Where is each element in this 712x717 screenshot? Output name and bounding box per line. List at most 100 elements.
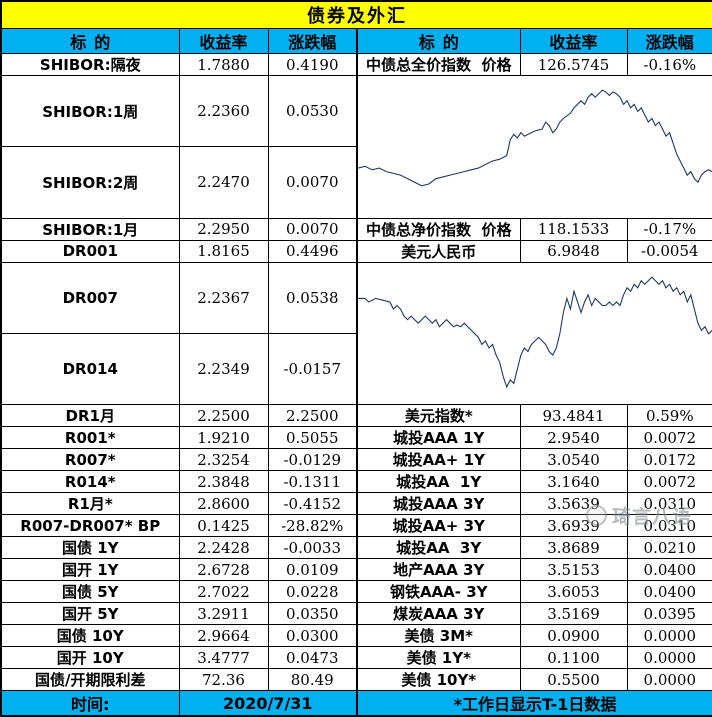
- cell-label: SHIBOR:1月: [0, 217, 180, 241]
- table-row: 国债 5Y 2.7022 0.0228 钢铁AAA- 3Y 3.6053 0.0400: [0, 580, 712, 604]
- cell-yield: 3.0540: [519, 448, 628, 472]
- cell-label: 国债/开期限利差: [0, 668, 180, 692]
- cell-change: 0.4496: [267, 239, 358, 263]
- page-title: 债券及外汇: [0, 0, 712, 29]
- cell-change: -0.0157: [267, 332, 358, 406]
- cell-label: 中债总净价指数 价格: [356, 217, 521, 241]
- cell-change: -0.0129: [267, 448, 358, 472]
- cell-change: 0.0400: [626, 558, 712, 582]
- cell-yield: 0.5500: [519, 668, 628, 692]
- cell-label: 钢铁AAA- 3Y: [356, 580, 521, 604]
- cell-yield: 3.5639: [519, 492, 628, 516]
- cell-label: SHIBOR:隔夜: [0, 53, 180, 76]
- cell-label: 城投AA+ 1Y: [356, 448, 521, 472]
- cell-change: 0.5055: [267, 426, 358, 450]
- cell-label: 国债 5Y: [0, 580, 180, 604]
- cell-yield: 2.2349: [178, 332, 269, 406]
- table-row: 国债/开期限利差 72.36 80.49 美债 10Y* 0.5500 0.0000: [0, 668, 712, 692]
- cell-label: 煤炭AAA 3Y: [356, 602, 521, 626]
- table-row: SHIBOR:1周 2.2360 0.0530: [0, 74, 712, 219]
- cell-yield: 2.3848: [178, 470, 269, 494]
- date-value: 2020/7/31: [178, 690, 358, 717]
- cell-change: 0.0000: [626, 668, 712, 692]
- footer-row: 时间: 2020/7/31 *工作日显示T-1日数据: [0, 690, 712, 717]
- cell-change: 0.0072: [626, 470, 712, 494]
- cell-label: 美债 1Y*: [356, 646, 521, 670]
- cell-change: -0.0054: [626, 239, 712, 263]
- cell-change: 0.0300: [267, 624, 358, 648]
- cell-yield: 2.2367: [178, 261, 269, 334]
- table-row: SHIBOR:2周 2.2470 0.0070: [0, 146, 712, 219]
- cell-yield: 2.2470: [178, 146, 269, 219]
- cell-label: 城投AA+ 3Y: [356, 514, 521, 538]
- table-row: R1月* 2.8600 -0.4152 城投AAA 3Y 3.5639 0.0310: [0, 492, 712, 516]
- cell-yield: 3.6939: [519, 514, 628, 538]
- cell-yield: 3.5169: [519, 602, 628, 626]
- cell-label: 城投AAA 3Y: [356, 492, 521, 516]
- table-row: 国开 1Y 2.6728 0.0109 地产AAA 3Y 3.5153 0.0400: [0, 558, 712, 582]
- cell-yield: 1.8165: [178, 239, 269, 263]
- cell-yield: 0.1425: [178, 514, 269, 538]
- cell-yield: 3.4777: [178, 646, 269, 670]
- cell-change: 0.0538: [267, 261, 358, 334]
- cell-label: DR007: [0, 261, 180, 334]
- cell-label: R1月*: [0, 492, 180, 516]
- cell-yield: 2.2950: [178, 217, 269, 241]
- cell-yield: 2.2428: [178, 536, 269, 560]
- cell-change: 0.0350: [267, 602, 358, 626]
- column-header-target-left: 标的: [0, 28, 180, 54]
- cell-yield: 2.9664: [178, 624, 269, 648]
- cell-label: R007*: [0, 448, 180, 472]
- cell-change: 0.0228: [267, 580, 358, 604]
- cell-yield: 2.3254: [178, 448, 269, 472]
- cell-yield: 3.6053: [519, 580, 628, 604]
- cell-label: 美元指数*: [356, 404, 521, 428]
- cell-yield: 3.8689: [519, 536, 628, 560]
- cell-change: 80.49: [267, 668, 358, 692]
- table-row: 国债 10Y 2.9664 0.0300 美债 3M* 0.0900 0.0000: [0, 624, 712, 648]
- table-row: R007* 2.3254 -0.0129 城投AA+ 1Y 3.0540 0.0172: [0, 448, 712, 472]
- cell-yield: 6.9848: [519, 239, 628, 263]
- cell-label: 国开 1Y: [0, 558, 180, 582]
- cell-label: DR001: [0, 239, 180, 263]
- cell-change: 0.0072: [626, 426, 712, 450]
- cell-yield: 3.5153: [519, 558, 628, 582]
- cell-yield: 2.2360: [178, 74, 269, 148]
- column-header-change-left: 涨跌幅: [267, 28, 358, 54]
- bond-index-trend-sparkline: [355, 75, 712, 219]
- cell-label: 中债总全价指数 价格: [356, 53, 521, 76]
- table-row: R001* 1.9210 0.5055 城投AAA 1Y 2.9540 0.0072: [0, 426, 712, 450]
- cell-yield: 3.1640: [519, 470, 628, 494]
- cell-change: 0.0000: [626, 646, 712, 670]
- table-row: 国开 5Y 3.2911 0.0350 煤炭AAA 3Y 3.5169 0.0395: [0, 602, 712, 626]
- table-row: SHIBOR:1月 2.2950 0.0070 中债总净价指数 价格 118.1533-…: [0, 217, 712, 241]
- time-label: 时间:: [0, 690, 180, 717]
- cell-label: DR014: [0, 332, 180, 406]
- table-row: DR014 2.2349 -0.0157: [0, 332, 712, 406]
- cell-label: 国债 10Y: [0, 624, 180, 648]
- cell-yield: 3.2911: [178, 602, 269, 626]
- cell-yield: 1.7880: [178, 53, 269, 76]
- table-row: R007-DR007* BP 0.1425 -28.82% 城投AA+ 3Y 3.693…: [0, 514, 712, 538]
- cell-change: 0.0070: [267, 217, 358, 241]
- cell-yield: 1.9210: [178, 426, 269, 450]
- cell-change: 0.0210: [626, 536, 712, 560]
- table-row: SHIBOR:隔夜 1.7880 0.4190 中债总全价指数 价格 126.5745-…: [0, 53, 712, 76]
- cell-change: -0.17%: [626, 217, 712, 241]
- cell-label: R007-DR007* BP: [0, 514, 180, 538]
- cell-label: 国开 10Y: [0, 646, 180, 670]
- cell-label: DR1月: [0, 404, 180, 428]
- cell-label: 美元人民币: [356, 239, 521, 263]
- table-row: DR1月 2.2500 2.2500 美元指数* 93.4841 0.59%: [0, 404, 712, 428]
- cell-label: 城投AA 3Y: [356, 536, 521, 560]
- cell-yield: 2.2500: [178, 404, 269, 428]
- cell-change: -0.0033: [267, 536, 358, 560]
- cell-change: 0.0400: [626, 580, 712, 604]
- cell-change: 0.0530: [267, 74, 358, 148]
- cell-label: 城投AAA 1Y: [356, 426, 521, 450]
- cell-label: 美债 10Y*: [356, 668, 521, 692]
- column-header-yield-right: 收益率: [519, 28, 628, 54]
- cell-change: 0.4190: [267, 53, 358, 76]
